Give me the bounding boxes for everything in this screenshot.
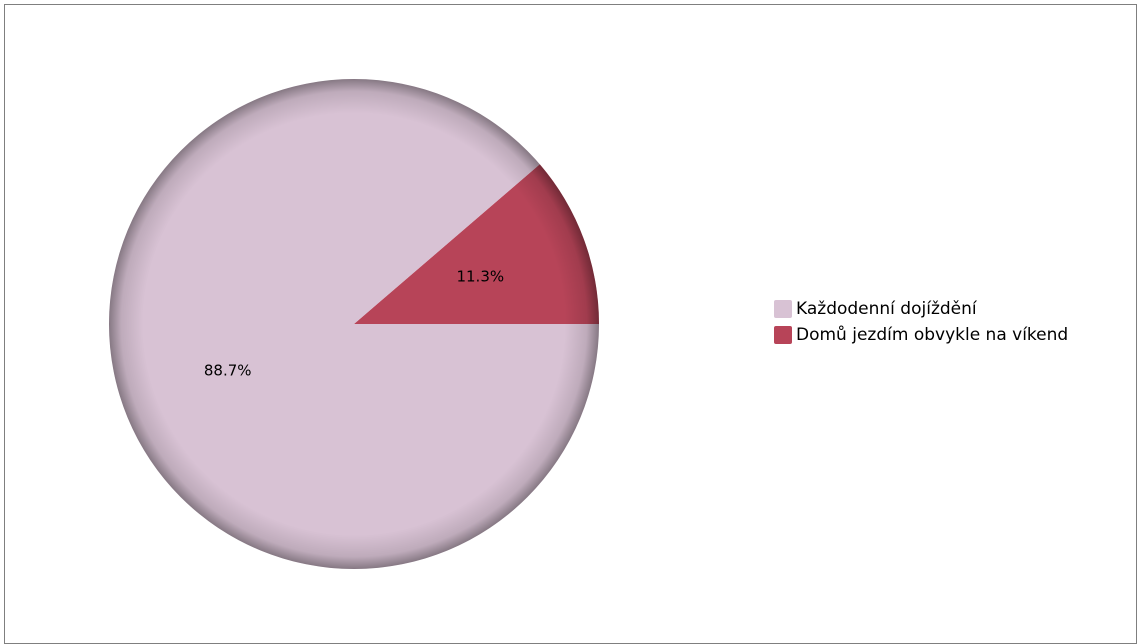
- slice-label-vikend: 11.3%: [456, 268, 504, 286]
- legend-item-vikend[interactable]: Domů jezdím obvykle na víkend: [774, 322, 1068, 348]
- legend-label-kazdodenni: Každodenní dojíždění: [796, 299, 977, 319]
- legend-label-vikend: Domů jezdím obvykle na víkend: [796, 325, 1069, 345]
- pie-slices: [108, 78, 599, 569]
- legend-swatch-kazdodenni: [774, 300, 792, 318]
- slice-labels: 11.3% 88.7%: [204, 268, 504, 380]
- legend-swatch-vikend: [774, 326, 792, 344]
- legend: Každodenní dojíždění Domů jezdím obvykle…: [774, 296, 1068, 348]
- slice-label-kazdodenni: 88.7%: [204, 361, 252, 379]
- legend-item-kazdodenni[interactable]: Každodenní dojíždění: [774, 296, 1068, 322]
